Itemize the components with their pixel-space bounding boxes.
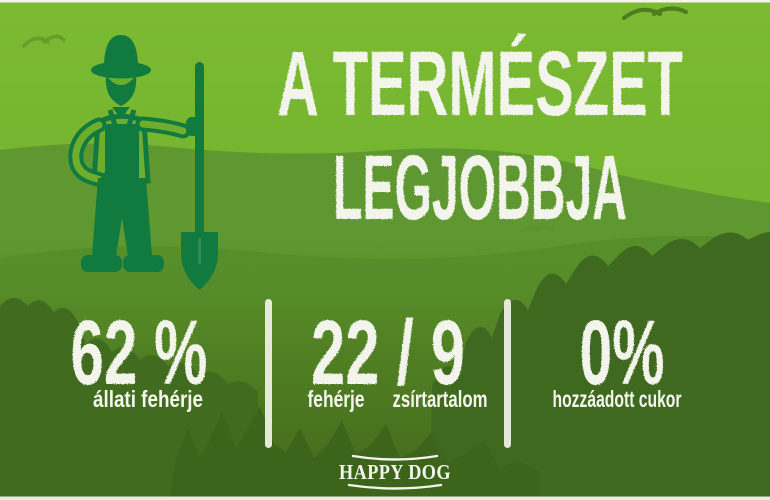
stat-protein-label: fehérje [308,386,365,412]
logo-top-arc [351,454,439,461]
farmer-hat [91,35,151,79]
bird-icon [22,34,66,48]
stat-added-sugar-label: hozzáadott cukor [553,386,682,412]
headline-line-2: LEGJOBBJA [333,137,627,239]
shovel-icon [181,62,218,290]
headline-line-1: A TERMÉSZET [277,32,683,135]
logo-wordmark: HAPPY DOG [339,460,451,484]
stat-divider [265,299,272,448]
treeline-center [170,406,540,500]
stat-animal-protein-value: 62 % [71,302,208,404]
logo-bottom-arc [347,483,443,490]
stat-fat-label: zsírtartalom [393,386,488,412]
stat-divider [504,299,511,448]
stat-protein-fat-value: 22 / 9 [311,302,465,404]
farmer-with-shovel-illustration [68,35,218,290]
stat-animal-protein-label: állati fehérje [93,386,203,412]
bird-icon [520,225,554,234]
top-edge-strip [0,0,770,3]
bottom-edge-strip [0,496,770,500]
tree-silhouette-right [430,232,770,500]
stat-added-sugar-value: 0% [580,302,665,404]
bird-icon [622,6,688,20]
happy-dog-logo: HAPPY DOG [339,454,451,490]
